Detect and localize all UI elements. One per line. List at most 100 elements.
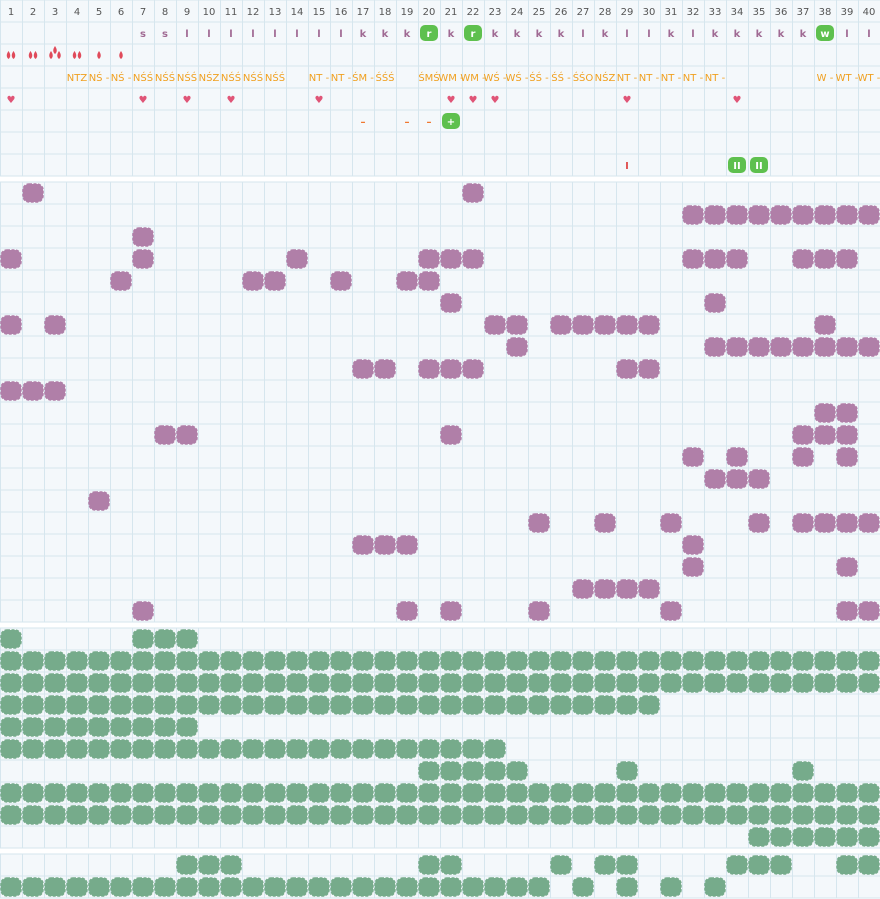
green-block — [748, 827, 770, 847]
purple-block — [396, 271, 418, 291]
green-block — [44, 717, 66, 737]
green-block — [660, 805, 682, 825]
codes-label: WT - — [836, 73, 859, 84]
green-block — [352, 805, 374, 825]
green-block — [572, 673, 594, 693]
column-number: 35 — [753, 7, 766, 18]
green-block — [792, 805, 814, 825]
bottom-block — [550, 855, 572, 875]
green-block — [418, 783, 440, 803]
hearts-label: ♥ — [733, 95, 742, 106]
purple-block — [726, 447, 748, 467]
drops — [97, 51, 101, 59]
green-block — [858, 651, 880, 671]
bottom-block — [176, 855, 198, 875]
green-block — [132, 695, 154, 715]
green-block — [66, 739, 88, 759]
codes-label: NT - — [617, 73, 638, 84]
bottom-block — [506, 877, 528, 897]
marks-label: – — [361, 117, 366, 128]
codes-label: NT - — [639, 73, 660, 84]
green-block — [484, 651, 506, 671]
green-block — [748, 783, 770, 803]
green-block — [154, 651, 176, 671]
column-number: 14 — [291, 7, 304, 18]
green-block — [506, 651, 528, 671]
drops — [6, 51, 16, 59]
purple-block — [836, 601, 858, 621]
green-block — [198, 673, 220, 693]
green-block — [484, 673, 506, 693]
purple-block — [374, 535, 396, 555]
purple-block — [418, 359, 440, 379]
letters-label: k — [382, 29, 389, 40]
purple-block — [638, 359, 660, 379]
green-block — [616, 651, 638, 671]
green-block — [616, 783, 638, 803]
green-block — [0, 783, 22, 803]
codes-label: NŚŚ — [133, 71, 153, 84]
green-block — [704, 673, 726, 693]
green-block — [176, 717, 198, 737]
purple-block — [242, 271, 264, 291]
letters-label: l — [581, 29, 584, 40]
letters-label: k — [360, 29, 367, 40]
green-block — [572, 783, 594, 803]
green-block — [396, 651, 418, 671]
bottom-block — [616, 855, 638, 875]
green-block — [814, 827, 836, 847]
letters-label: l — [207, 29, 210, 40]
letters-label: k — [712, 29, 719, 40]
letters-label: l — [647, 29, 650, 40]
codes-label: ŚM - — [352, 71, 374, 84]
green-block — [352, 651, 374, 671]
bottom-block — [572, 877, 594, 897]
green-block — [22, 673, 44, 693]
green-block — [308, 739, 330, 759]
green-block — [594, 695, 616, 715]
purple-block — [418, 249, 440, 269]
purple-block — [440, 293, 462, 313]
green-block — [462, 761, 484, 781]
purple-block — [726, 337, 748, 357]
green-block — [506, 805, 528, 825]
green-block — [308, 783, 330, 803]
green-block — [616, 805, 638, 825]
purple-block — [836, 557, 858, 577]
green-block — [616, 761, 638, 781]
column-number: 27 — [577, 7, 590, 18]
green-block — [132, 629, 154, 649]
purple-block — [682, 205, 704, 225]
codes-label: ŚŚO — [573, 71, 594, 84]
purple-block — [770, 205, 792, 225]
drops — [28, 51, 38, 59]
bottom-block — [0, 877, 22, 897]
marks2-label: I — [625, 161, 629, 172]
purple-block — [660, 601, 682, 621]
green-block — [110, 673, 132, 693]
green-block — [396, 805, 418, 825]
green-block — [286, 673, 308, 693]
marks2-badge: II — [733, 161, 740, 172]
green-block — [132, 673, 154, 693]
green-block — [440, 783, 462, 803]
green-block — [418, 673, 440, 693]
purple-block — [836, 447, 858, 467]
green-block — [198, 805, 220, 825]
green-block — [110, 739, 132, 759]
purple-block — [814, 403, 836, 423]
purple-block — [0, 315, 22, 335]
purple-block — [726, 249, 748, 269]
green-block — [242, 651, 264, 671]
purple-block — [792, 337, 814, 357]
green-block — [748, 673, 770, 693]
purple-block — [814, 337, 836, 357]
green-block — [814, 783, 836, 803]
purple-block — [748, 205, 770, 225]
green-block — [176, 739, 198, 759]
green-block — [440, 761, 462, 781]
green-block — [330, 651, 352, 671]
green-block — [594, 651, 616, 671]
bottom-block — [242, 877, 264, 897]
column-number: 12 — [247, 7, 260, 18]
